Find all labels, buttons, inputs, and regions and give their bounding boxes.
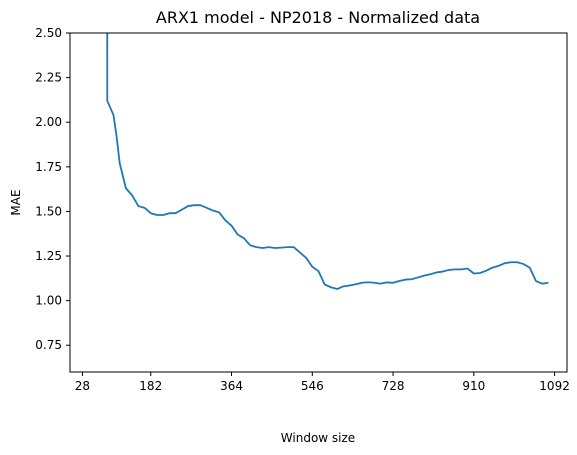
y-tick-label: 0.75 (35, 338, 62, 352)
y-axis: 0.75 1.00 1.25 1.50 1.75 2.00 2.25 2.50 (35, 26, 70, 352)
x-tick-label: 910 (462, 379, 485, 393)
y-tick-label: 1.75 (35, 160, 62, 174)
y-tick-label: 1.25 (35, 249, 62, 263)
x-tick-label: 728 (382, 379, 405, 393)
x-axis: 28 182 364 546 728 910 1092 (75, 372, 570, 393)
x-axis-title: Window size (281, 431, 355, 445)
y-tick-label: 1.50 (35, 204, 62, 218)
x-tick-label: 546 (301, 379, 324, 393)
plot-area (106, 33, 549, 290)
y-tick-label: 2.50 (35, 26, 62, 40)
y-axis-title: MAE (9, 189, 23, 215)
chart-title: ARX1 model - NP2018 - Normalized data (156, 8, 480, 27)
x-tick-label: 1092 (539, 379, 570, 393)
x-tick-label: 182 (139, 379, 162, 393)
x-tick-label: 364 (220, 379, 243, 393)
x-tick-label: 28 (75, 379, 90, 393)
y-tick-label: 1.00 (35, 294, 62, 308)
data-series-line (106, 33, 549, 290)
plot-frame (69, 32, 568, 373)
y-tick-label: 2.25 (35, 71, 62, 85)
y-tick-label: 2.00 (35, 115, 62, 129)
